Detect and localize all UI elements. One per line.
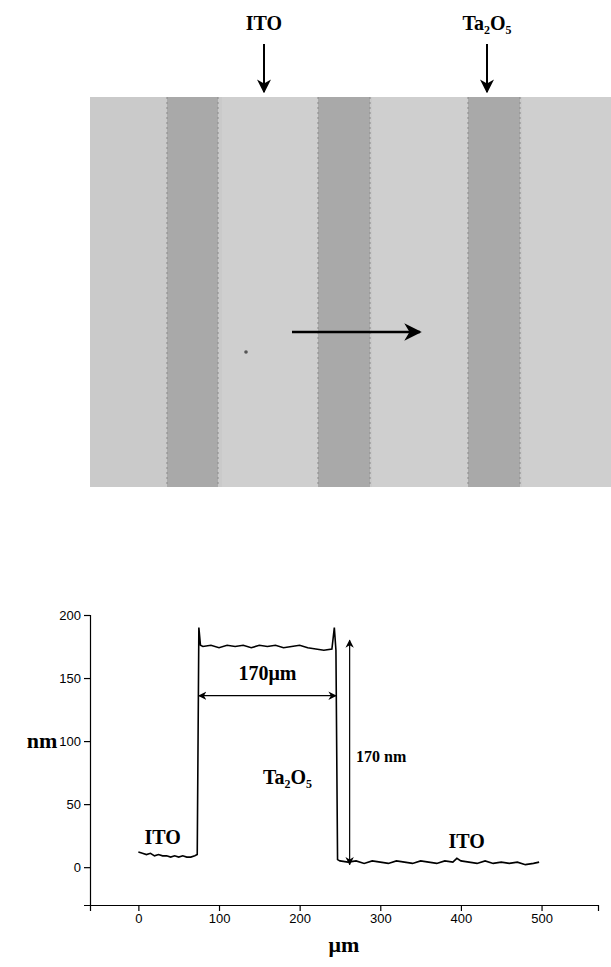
tick-mark bbox=[84, 741, 90, 742]
stripe-edge bbox=[468, 97, 469, 487]
stripe-edge bbox=[167, 97, 168, 487]
tick-mark bbox=[541, 905, 542, 911]
axis-line bbox=[84, 616, 91, 906]
stripe-edge bbox=[370, 97, 371, 487]
tick-mark bbox=[84, 615, 90, 616]
tick-mark bbox=[461, 905, 462, 911]
tick-label: 400 bbox=[451, 911, 473, 926]
tick-label: 0 bbox=[135, 911, 142, 926]
tick: 0 bbox=[74, 860, 90, 875]
tick-label: 150 bbox=[59, 671, 81, 686]
y-axis: 0 50 100 150 200 bbox=[59, 608, 90, 906]
plot-area bbox=[138, 628, 539, 865]
annotation: Ta₂O₅ bbox=[263, 766, 312, 788]
annotation: 170μm bbox=[238, 662, 296, 685]
tick-mark bbox=[84, 867, 90, 868]
stripe-edge bbox=[520, 97, 521, 487]
tick-mark bbox=[380, 905, 381, 911]
y-axis-title: nm bbox=[27, 728, 58, 753]
tick: 500 bbox=[531, 905, 553, 926]
label-arrow bbox=[486, 44, 488, 92]
height-arrow bbox=[349, 640, 350, 864]
micrograph: ITO Ta₂O₅ bbox=[90, 12, 611, 487]
tick-mark bbox=[219, 905, 220, 911]
tick-label: 300 bbox=[370, 911, 392, 926]
tick-label: 200 bbox=[289, 911, 311, 926]
tick: 50 bbox=[67, 797, 90, 812]
tick: 300 bbox=[370, 905, 392, 926]
tick: 0 bbox=[135, 905, 142, 926]
tick: 200 bbox=[59, 608, 90, 623]
x-axis: 0 100 200 300 400 500 bbox=[91, 905, 599, 926]
speck bbox=[244, 350, 248, 354]
tick: 200 bbox=[289, 905, 311, 926]
tick-label: 100 bbox=[59, 734, 81, 749]
tick-mark bbox=[300, 905, 301, 911]
micrograph-label: ITO bbox=[246, 12, 282, 34]
oxide-stripe bbox=[318, 97, 370, 487]
ito-stripe bbox=[522, 97, 611, 487]
annotation: ITO bbox=[448, 830, 484, 852]
tick-mark bbox=[138, 905, 139, 911]
oxide-stripe bbox=[167, 97, 218, 487]
micrograph-ground bbox=[90, 97, 611, 487]
x-axis-title: μm bbox=[329, 932, 360, 957]
label-arrow bbox=[263, 44, 265, 92]
tick-label: 100 bbox=[209, 911, 231, 926]
micrograph-label: Ta₂O₅ bbox=[462, 12, 511, 34]
stripe-edge bbox=[218, 97, 219, 487]
tick-label: 500 bbox=[531, 911, 553, 926]
axis-line bbox=[91, 906, 599, 912]
tick: 100 bbox=[59, 734, 90, 749]
width-arrow bbox=[199, 695, 336, 696]
tick: 100 bbox=[209, 905, 231, 926]
tick-label: 50 bbox=[67, 797, 81, 812]
tick: 150 bbox=[59, 671, 90, 686]
scan-arrow bbox=[292, 331, 420, 334]
tick-mark bbox=[84, 804, 90, 805]
tick-mark bbox=[84, 678, 90, 679]
profile-line bbox=[138, 628, 539, 865]
tick: 400 bbox=[451, 905, 473, 926]
annotation: 170 nm bbox=[356, 748, 407, 765]
tick-label: 200 bbox=[59, 608, 81, 623]
ito-stripe bbox=[222, 97, 318, 487]
oxide-stripe bbox=[468, 97, 520, 487]
stripe-edge bbox=[318, 97, 319, 487]
annotation: ITO bbox=[144, 826, 180, 848]
ito-stripe bbox=[372, 97, 468, 487]
tick-label: 0 bbox=[74, 860, 81, 875]
figure: ITO Ta₂O₅ 0 100 200 300 400 500 0 50 100 150 200 μm nm… bbox=[0, 0, 611, 967]
